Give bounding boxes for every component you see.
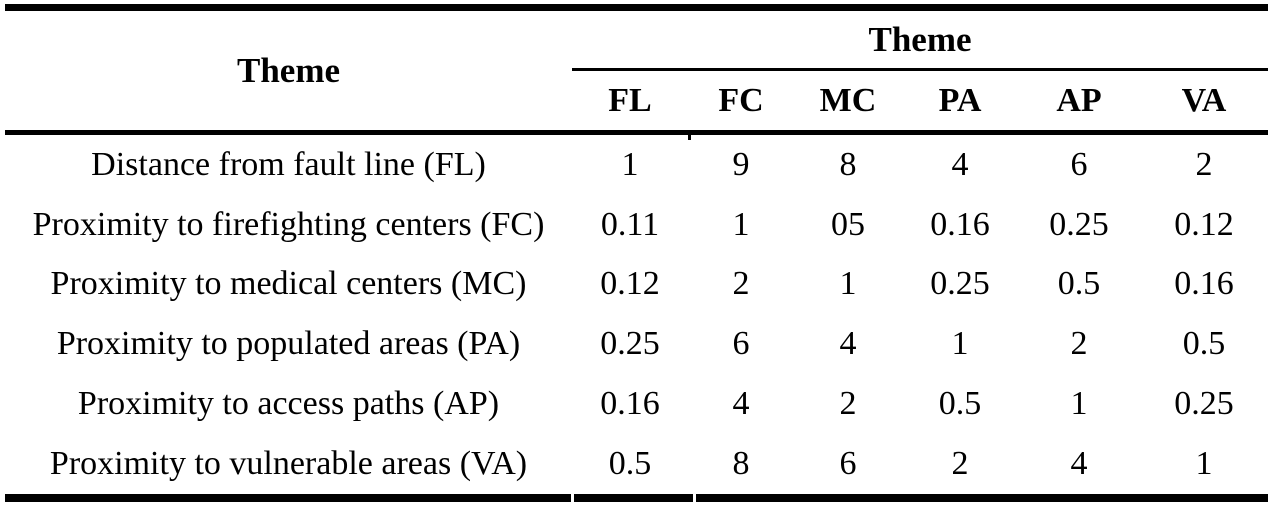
matrix-cell: 8 bbox=[839, 145, 857, 183]
bottom-border-segment bbox=[5, 493, 571, 502]
matrix-cell: 6 bbox=[1070, 145, 1088, 183]
table-bottom-border bbox=[5, 493, 1268, 502]
matrix-cell: 2 bbox=[951, 444, 969, 482]
matrix-cell: 4 bbox=[951, 145, 969, 183]
matrix-cell: 0.5 bbox=[1182, 325, 1226, 363]
matrix-cell: 2 bbox=[839, 385, 857, 423]
matrix-cell: 6 bbox=[839, 444, 857, 482]
row-label-ap: Proximity to access paths (AP) bbox=[77, 385, 500, 423]
bottom-border-gap bbox=[693, 493, 696, 502]
column-group-header-theme: Theme bbox=[572, 11, 1268, 71]
row-label-pa: Proximity to populated areas (PA) bbox=[56, 325, 521, 363]
table-body: Distance from fault line (FL) 1 9 8 4 6 … bbox=[5, 135, 1268, 494]
col-header-va: VA bbox=[1181, 81, 1227, 119]
matrix-cell: 1 bbox=[621, 145, 639, 183]
matrix-cell: 0.5 bbox=[608, 444, 652, 482]
col-header-fl: FL bbox=[608, 81, 652, 119]
matrix-cell: 0.12 bbox=[1174, 205, 1234, 243]
row-label-fl: Distance from fault line (FL) bbox=[91, 145, 486, 183]
pairwise-comparison-table: Theme Theme FL FC MC PA AP VA Distance f… bbox=[5, 4, 1268, 502]
matrix-cell: 4 bbox=[1070, 444, 1088, 482]
matrix-cell: 0.16 bbox=[600, 385, 660, 423]
matrix-cell: 2 bbox=[1195, 145, 1213, 183]
matrix-cell: 0.25 bbox=[1049, 205, 1109, 243]
matrix-cell: 0.12 bbox=[600, 265, 660, 303]
matrix-cell: 4 bbox=[732, 385, 750, 423]
matrix-cell: 0.25 bbox=[600, 325, 660, 363]
col-header-fc: FC bbox=[718, 81, 764, 119]
row-label-va: Proximity to vulnerable areas (VA) bbox=[49, 444, 528, 482]
matrix-cell: 0.16 bbox=[1174, 265, 1234, 303]
matrix-cell: 0.25 bbox=[1174, 385, 1234, 423]
table-top-border bbox=[5, 4, 1268, 11]
matrix-cell: 8 bbox=[732, 444, 750, 482]
matrix-cell: 0.11 bbox=[600, 205, 660, 243]
matrix-cell: 0.25 bbox=[930, 265, 990, 303]
matrix-cell: 1 bbox=[732, 205, 750, 243]
matrix-cell: 9 bbox=[732, 145, 750, 183]
column-seam-tick bbox=[688, 135, 691, 140]
matrix-cell: 4 bbox=[839, 325, 857, 363]
bottom-border-segment bbox=[696, 493, 1268, 502]
row-label-fc: Proximity to firefighting centers (FC) bbox=[32, 205, 545, 243]
matrix-cell: 1 bbox=[839, 265, 857, 303]
matrix-cell: 0.5 bbox=[1057, 265, 1101, 303]
bottom-border-segment bbox=[574, 493, 693, 502]
matrix-cell: 2 bbox=[732, 265, 750, 303]
matrix-cell: 2 bbox=[1070, 325, 1088, 363]
col-header-pa: PA bbox=[938, 81, 982, 119]
header-divider-border bbox=[5, 130, 1268, 140]
matrix-cell: 1 bbox=[1070, 385, 1088, 423]
col-header-ap: AP bbox=[1056, 81, 1102, 119]
col-header-mc: MC bbox=[819, 81, 877, 119]
matrix-cell: 1 bbox=[1195, 444, 1213, 482]
matrix-cell: 0.16 bbox=[930, 205, 990, 243]
matrix-cell: 6 bbox=[732, 325, 750, 363]
row-header-theme: Theme bbox=[236, 50, 341, 90]
matrix-cell: 05 bbox=[831, 205, 865, 243]
matrix-cell: 0.5 bbox=[938, 385, 982, 423]
row-label-mc: Proximity to medical centers (MC) bbox=[50, 265, 527, 303]
table-header: Theme Theme FL FC MC PA AP VA bbox=[5, 11, 1268, 130]
matrix-cell: 1 bbox=[951, 325, 969, 363]
bottom-border-gap bbox=[571, 493, 574, 502]
